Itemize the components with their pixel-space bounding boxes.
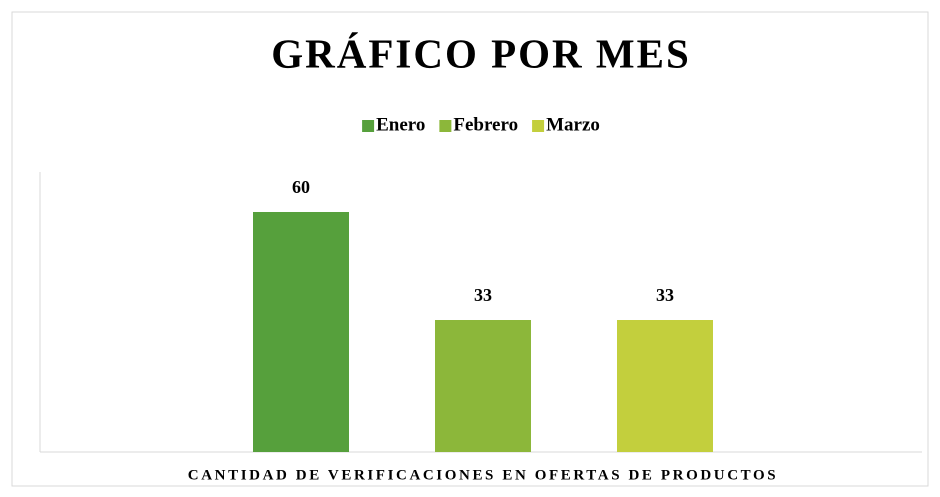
- legend-label: Enero: [376, 114, 425, 135]
- x-tick-label: CANTIDAD DE VERIFICACIONES EN OFERTAS DE…: [188, 467, 778, 483]
- data-label: 33: [656, 285, 674, 305]
- legend-swatch: [532, 120, 545, 132]
- bar: [435, 320, 531, 452]
- legend-swatch: [362, 120, 375, 132]
- bar: [617, 320, 713, 452]
- legend-label: Marzo: [546, 114, 600, 135]
- data-label: 33: [474, 285, 492, 305]
- data-label: 60: [292, 177, 310, 197]
- legend-label: Febrero: [453, 114, 518, 135]
- legend-swatch: [439, 120, 452, 132]
- chart-title: GRÁFICO POR MES: [271, 30, 691, 76]
- bar: [253, 212, 349, 452]
